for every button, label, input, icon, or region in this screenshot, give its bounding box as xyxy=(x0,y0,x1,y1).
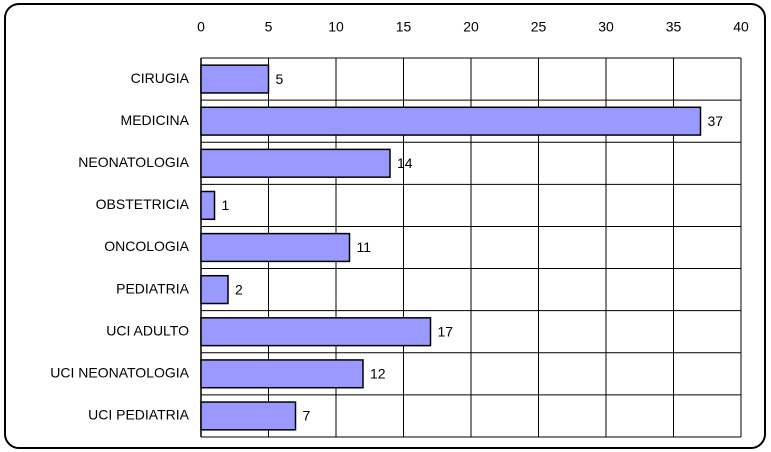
data-label: 2 xyxy=(235,281,243,297)
y-tick-label: NEONATOLOGIA xyxy=(78,154,189,170)
bar xyxy=(200,190,216,221)
data-label: 5 xyxy=(276,71,284,87)
bar xyxy=(200,64,270,94)
y-tick-label: MEDICINA xyxy=(121,112,190,128)
data-label: 14 xyxy=(397,155,413,171)
x-tick-label: 30 xyxy=(598,19,614,35)
y-tick-label: ONCOLOGIA xyxy=(104,238,189,254)
x-tick-label: 40 xyxy=(733,19,749,35)
data-label: 17 xyxy=(438,323,454,339)
y-tick-label: UCI PEDIATRIA xyxy=(88,407,190,423)
bar xyxy=(200,317,432,347)
bar xyxy=(200,148,391,178)
bar xyxy=(200,359,364,389)
y-tick-label: OBSTETRICIA xyxy=(96,196,190,212)
x-tick-label: 20 xyxy=(463,19,479,35)
data-label: 11 xyxy=(357,239,372,255)
bar xyxy=(200,274,229,305)
data-label: 7 xyxy=(303,408,311,424)
x-tick-label: 5 xyxy=(265,19,273,35)
bar xyxy=(200,106,702,136)
y-tick-label: CIRUGIA xyxy=(131,70,190,86)
data-label: 12 xyxy=(370,366,386,382)
data-label: 37 xyxy=(708,113,724,129)
data-label: 1 xyxy=(222,197,230,213)
y-tick-label: UCI NEONATOLOGIA xyxy=(50,365,189,381)
x-tick-label: 15 xyxy=(396,19,412,35)
bar xyxy=(200,232,351,263)
x-tick-label: 35 xyxy=(666,19,682,35)
y-tick-label: UCI ADULTO xyxy=(106,322,189,338)
x-tick-label: 25 xyxy=(531,19,547,35)
x-tick-label: 0 xyxy=(197,19,205,35)
y-tick-label: PEDIATRIA xyxy=(116,280,190,296)
bar xyxy=(200,401,297,431)
x-tick-label: 10 xyxy=(328,19,344,35)
